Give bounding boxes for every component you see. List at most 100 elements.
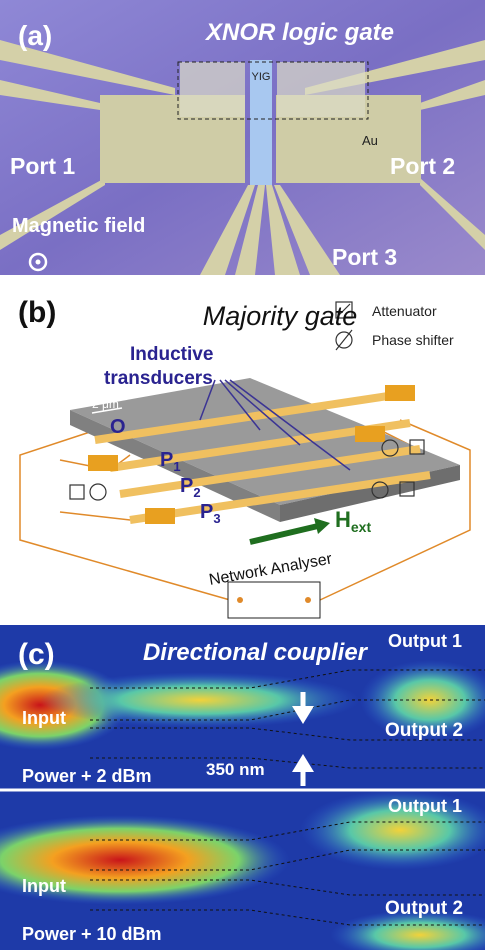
guide xyxy=(90,727,485,741)
pointer-arrows xyxy=(199,379,351,471)
hotspot xyxy=(0,815,290,905)
leads xyxy=(0,40,485,275)
region-box xyxy=(177,61,369,120)
legend-label: Attenuator xyxy=(372,303,437,319)
phase-shifter-icon xyxy=(335,331,353,349)
phase-shifter-icon xyxy=(381,439,399,457)
field-arrow-head xyxy=(314,518,330,534)
guide xyxy=(90,669,485,689)
port-label: Input xyxy=(22,708,66,728)
port-label: Port 3 xyxy=(332,244,397,270)
stripe xyxy=(94,391,396,444)
port-label: Output 2 xyxy=(385,720,463,741)
lead xyxy=(235,185,265,275)
panel-b: (b) Majority gate Attenuator Phase shift… xyxy=(0,278,485,623)
letter: P xyxy=(160,449,173,471)
phase-shifter-icon xyxy=(335,329,353,351)
port-dot xyxy=(305,597,311,603)
field-symbol xyxy=(28,252,48,272)
guide xyxy=(90,909,485,926)
lead xyxy=(200,185,255,275)
panel-title: Majority gate xyxy=(203,301,358,331)
legend-icons xyxy=(69,301,425,501)
phase-shifter-icon xyxy=(89,483,107,501)
panel-label: (b) xyxy=(18,296,56,329)
input-label: P2 xyxy=(180,475,201,500)
pad-top xyxy=(277,62,365,117)
wire xyxy=(19,431,231,601)
letter: P xyxy=(180,475,193,497)
lead xyxy=(274,185,340,275)
power-label: Power + 2 dBm xyxy=(22,766,152,786)
gap-arrow xyxy=(292,706,314,724)
power-label: Power + 10 dBm xyxy=(22,924,162,944)
label: YIG xyxy=(252,71,271,83)
guide xyxy=(90,821,485,841)
field-symbol xyxy=(35,259,41,265)
pad-top xyxy=(180,62,245,117)
guide xyxy=(90,849,485,871)
panel-c: (c) Directional couplier 350 nm Output 1… xyxy=(0,625,485,950)
stripe xyxy=(119,445,421,498)
subscript: ext xyxy=(351,519,372,535)
hotspot xyxy=(360,660,485,740)
field-label: Magnetic field xyxy=(12,215,145,237)
port-label: Port 2 xyxy=(390,153,455,179)
subscript: 1 xyxy=(173,459,180,474)
lead xyxy=(0,80,100,110)
pad xyxy=(385,385,415,401)
input-label: P1 xyxy=(160,449,181,474)
panel-a: (a) XNOR logic gate YIG Au Port 1 Port 2… xyxy=(0,0,485,275)
legend-label: Phase shifter xyxy=(372,332,454,348)
pad xyxy=(88,455,118,471)
attenuator-icon xyxy=(409,439,425,455)
hotspot xyxy=(40,672,360,728)
annotation: Inductive xyxy=(130,344,213,365)
attenuator-icon xyxy=(335,301,353,319)
hotspot xyxy=(330,910,485,950)
letter: H xyxy=(335,507,351,532)
arrow xyxy=(199,379,216,421)
pad xyxy=(145,508,175,524)
attenuator-icon xyxy=(69,484,85,500)
arrow xyxy=(224,379,301,446)
gap-label: 350 nm xyxy=(206,760,265,779)
guide xyxy=(90,879,485,896)
lead xyxy=(0,178,105,250)
wire xyxy=(59,511,131,521)
output-label: O xyxy=(110,416,126,438)
lead xyxy=(420,80,485,110)
arrow xyxy=(219,379,261,431)
port-label: Port 1 xyxy=(10,153,75,179)
scale-bar xyxy=(91,407,123,414)
wire xyxy=(319,419,471,601)
port-label: Output 2 xyxy=(385,898,463,919)
subscript: 2 xyxy=(193,485,200,500)
field-label: Hext xyxy=(335,507,371,535)
yig-waveguide xyxy=(250,60,272,185)
panel-label: (a) xyxy=(18,20,52,51)
port-label: Output 1 xyxy=(388,796,462,816)
letter: P xyxy=(200,501,213,523)
pad xyxy=(355,426,385,442)
scale-bar-label: 2 μm xyxy=(92,397,119,411)
port-dot xyxy=(237,597,243,603)
lead xyxy=(266,185,300,275)
arrow xyxy=(229,379,351,471)
label: Au xyxy=(362,133,378,148)
gap-arrow xyxy=(292,754,314,772)
attenuator-icon xyxy=(337,303,351,317)
port-label: Output 1 xyxy=(388,631,462,651)
attenuator-icon xyxy=(399,481,415,497)
subscript: 3 xyxy=(213,511,220,526)
annotation: transducers xyxy=(104,368,213,389)
port-label: Input xyxy=(22,876,66,896)
network-analyser xyxy=(227,581,321,619)
lead xyxy=(0,40,175,95)
panel-title: XNOR logic gate xyxy=(204,19,394,46)
panel-title: Directional couplier xyxy=(143,639,369,666)
lead xyxy=(420,178,485,250)
